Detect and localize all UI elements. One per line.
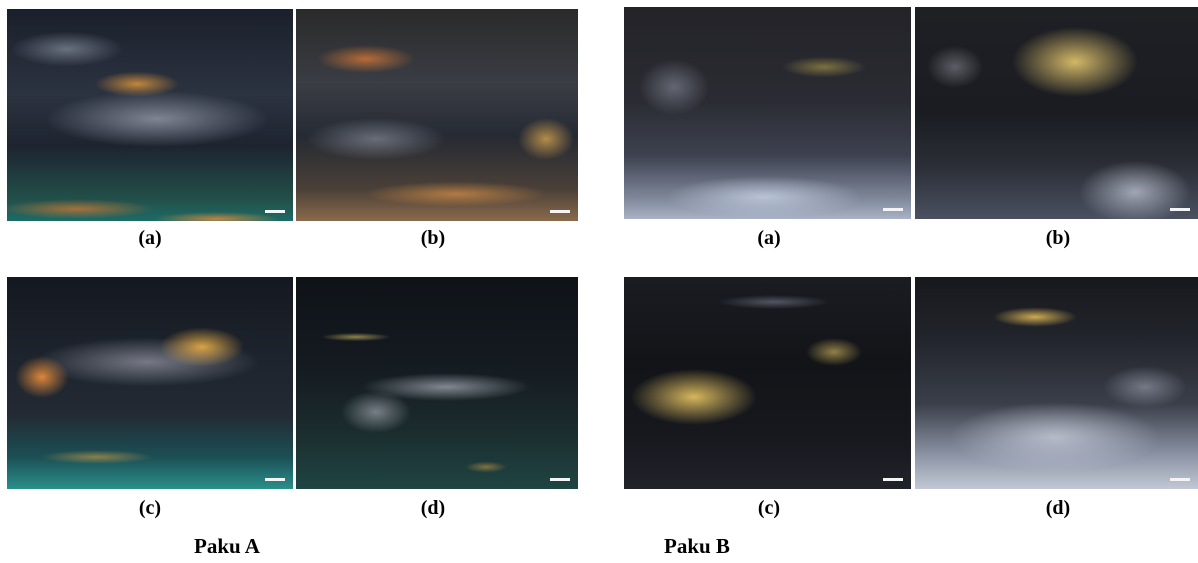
paku-b-caption-b: (b) [1045, 227, 1071, 249]
paku-b-micrograph-b [915, 7, 1198, 219]
paku-a-micrograph-c [7, 277, 293, 489]
paku-a-caption-a: (a) [138, 227, 162, 249]
paku-a-caption-c: (c) [138, 497, 162, 519]
scale-bar [550, 478, 570, 481]
paku-b-caption-d: (d) [1045, 497, 1071, 519]
scale-bar [1170, 208, 1190, 211]
paku-b-micrograph-c [624, 277, 911, 489]
scale-bar [550, 210, 570, 213]
paku-a-micrograph-d [296, 277, 578, 489]
scale-bar [1170, 478, 1190, 481]
paku-b-micrograph-d [915, 277, 1198, 489]
paku-a-caption-b: (b) [420, 227, 446, 249]
scale-bar [265, 210, 285, 213]
scale-bar [883, 478, 903, 481]
paku-a-caption-d: (d) [420, 497, 446, 519]
paku-a-micrograph-a [7, 9, 293, 221]
paku-b-caption-c: (c) [757, 497, 781, 519]
scale-bar [265, 478, 285, 481]
paku-a-micrograph-b [296, 9, 578, 221]
paku-b-label: Paku B [664, 534, 730, 558]
paku-b-caption-a: (a) [757, 227, 781, 249]
paku-a-label: Paku A [194, 534, 260, 558]
scale-bar [883, 208, 903, 211]
paku-b-micrograph-a [624, 7, 911, 219]
